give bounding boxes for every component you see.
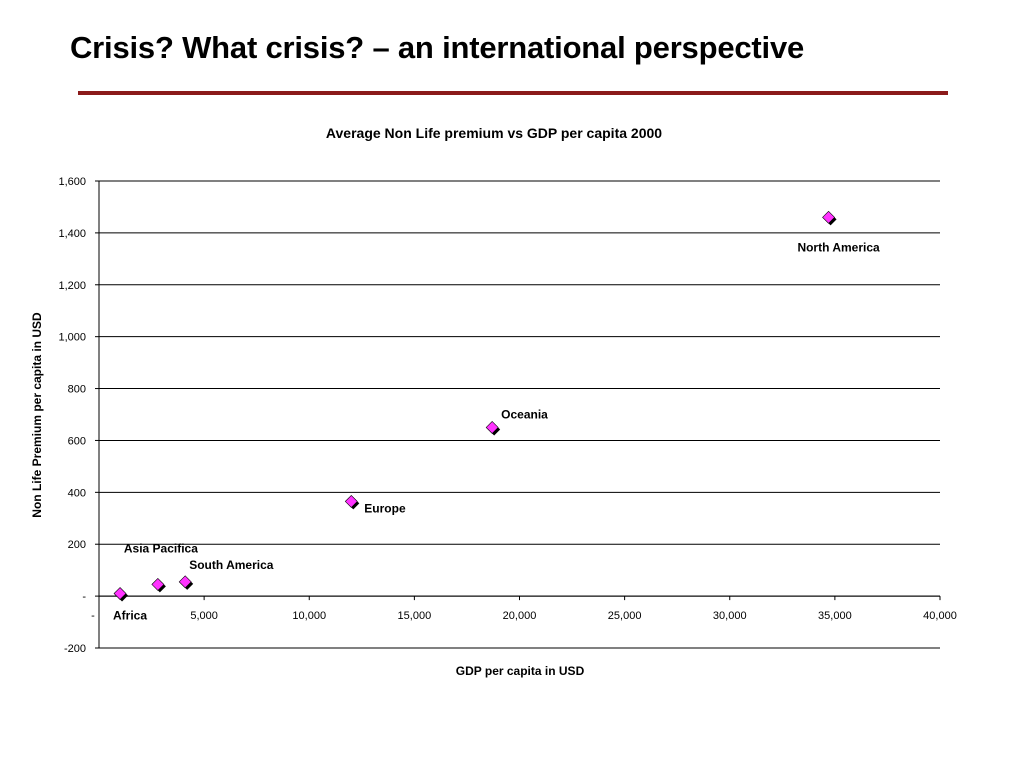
y-tick-label: 1,400: [58, 228, 86, 240]
data-point-label: North America: [797, 240, 880, 254]
data-point-marker: [344, 494, 358, 508]
x-axis-label: GDP per capita in USD: [456, 664, 585, 678]
data-point-3: [344, 494, 360, 510]
data-points: [113, 210, 837, 602]
x-tick-label: 40,000: [923, 610, 957, 622]
slide-title: Crisis? What crisis? – an international …: [70, 30, 805, 65]
x-axis-ticks: - 5,000 10,000 15,000 20,000 25,000 30,000 35,0…: [91, 596, 957, 622]
data-point-marker: [822, 210, 835, 224]
y-tick-label: 1,000: [58, 332, 86, 344]
x-tick-label: 25,000: [608, 610, 642, 622]
data-point-label: Asia Pacifica: [124, 541, 198, 555]
y-tick-label: 1,200: [58, 280, 86, 292]
y-axis-label: Non Life Premium per capita in USD: [30, 312, 44, 518]
x-tick-label: 10,000: [292, 610, 326, 622]
data-point-label: Oceania: [501, 407, 548, 421]
y-tick-label: 600: [68, 435, 86, 447]
data-point-labels: Africa Asia Pacifica South America Europe Oc…: [113, 240, 880, 622]
data-point-0: [113, 587, 129, 602]
y-tick-label: -200: [64, 643, 86, 655]
data-point-2: [178, 575, 194, 590]
x-tick-label: 30,000: [713, 610, 747, 622]
x-tick-label: 5,000: [190, 610, 218, 622]
y-tick-label: 200: [68, 539, 86, 551]
data-point-label: Europe: [364, 501, 406, 515]
data-point-5: [822, 210, 837, 226]
x-tick-label: 35,000: [818, 610, 852, 622]
x-tick-label: 15,000: [398, 610, 432, 622]
y-tick-label: 1,600: [58, 176, 86, 188]
x-tick-label: 20,000: [503, 610, 537, 622]
data-point-marker: [113, 587, 127, 600]
data-point-1: [151, 578, 166, 593]
data-point-label: Africa: [113, 609, 147, 623]
data-point-marker: [151, 578, 165, 591]
data-point-4: [485, 421, 501, 436]
data-point-marker: [178, 575, 192, 589]
y-tick-label: 800: [68, 384, 86, 396]
title-divider: [78, 91, 948, 95]
x-tick-label: -: [91, 610, 95, 622]
chart-title: Average Non Life premium vs GDP per capi…: [326, 125, 662, 141]
data-point-label: South America: [189, 558, 274, 572]
y-tick-label: -: [82, 591, 86, 603]
y-tick-label: 400: [68, 487, 86, 499]
data-point-marker: [485, 421, 499, 434]
